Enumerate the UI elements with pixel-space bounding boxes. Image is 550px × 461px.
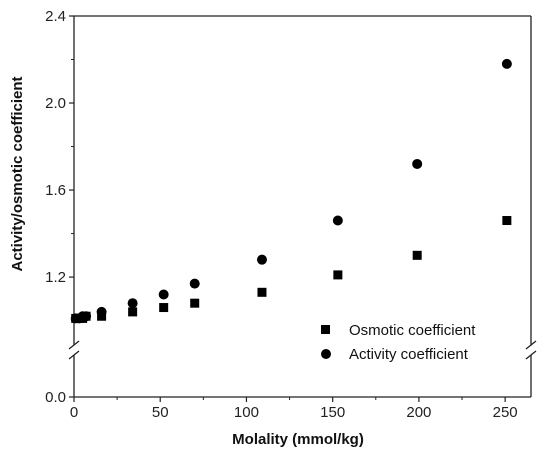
data-points <box>70 58 512 324</box>
axis-break-left-a <box>68 340 80 350</box>
legend: Osmotic coefficient Activity coefficient <box>321 322 476 363</box>
y-tick-label: 2.4 <box>45 8 66 25</box>
osmotic-point <box>333 270 343 280</box>
osmotic-point <box>257 287 267 297</box>
activity-point <box>81 311 92 322</box>
osmotic-point <box>502 216 512 226</box>
activity-point <box>189 278 200 289</box>
y-tick-label: 1.6 <box>45 182 66 199</box>
x-tick-label: 100 <box>234 404 259 421</box>
legend-marker-osmotic <box>321 325 330 334</box>
x-tick-label: 150 <box>320 404 345 421</box>
x-tick-label: 250 <box>493 404 518 421</box>
axis-break-right-b <box>525 350 537 360</box>
osmotic-point <box>412 250 422 260</box>
x-tick-label: 200 <box>406 404 431 421</box>
x-axis-title: Molality (mmol/kg) <box>232 431 364 448</box>
osmotic-point <box>190 298 200 308</box>
axis-ticks: 0 50 100 150 200 250 0.0 1.2 1.6 2.0 2.4 <box>45 8 518 421</box>
legend-label-activity: Activity coefficient <box>349 346 469 363</box>
activity-point <box>158 289 169 300</box>
axes-frame <box>68 15 537 398</box>
activity-point <box>96 306 107 317</box>
activity-point <box>412 158 423 169</box>
x-tick-label: 50 <box>152 404 169 421</box>
activity-point <box>127 298 138 309</box>
y-axis-title: Activity/osmotic coefficient <box>9 76 26 271</box>
x-tick-label: 0 <box>70 404 78 421</box>
y-tick-label: 2.0 <box>45 95 66 112</box>
legend-label-osmotic: Osmotic coefficient <box>349 322 476 339</box>
y-tick-label: 1.2 <box>45 269 66 286</box>
osmotic-point <box>159 303 169 313</box>
axis-break-left-b <box>68 350 80 360</box>
activity-point <box>501 58 512 69</box>
osmotic-point <box>128 307 138 317</box>
activity-point <box>256 254 267 265</box>
activity-point <box>332 215 343 226</box>
legend-marker-activity <box>321 349 331 359</box>
axis-break-right-a <box>525 340 537 350</box>
y-tick-label: 0.0 <box>45 389 66 406</box>
